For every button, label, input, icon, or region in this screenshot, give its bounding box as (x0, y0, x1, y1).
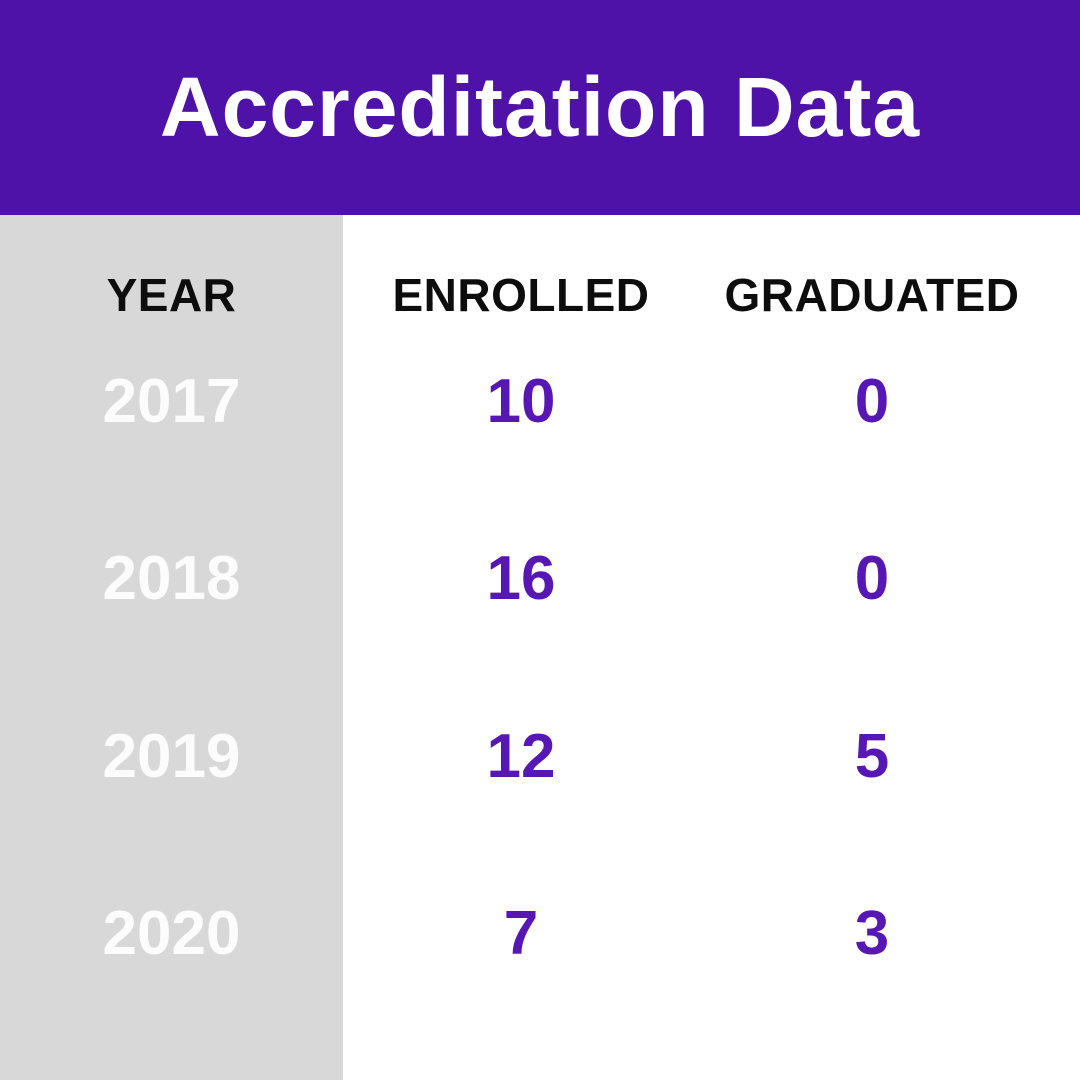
column-header-graduated: GRADUATED (724, 269, 1020, 321)
column-header-year: YEAR (106, 269, 237, 321)
year-cell: 2017 (102, 367, 241, 436)
column-header-enrolled: ENROLLED (392, 269, 650, 321)
enrolled-cell: 7 (503, 899, 539, 968)
enrolled-cell: 16 (486, 544, 556, 613)
page-title: Accreditation Data (159, 60, 921, 154)
graduated-cell: 0 (854, 367, 890, 436)
enrolled-cell: 10 (486, 367, 556, 436)
graduated-cell: 5 (854, 722, 890, 791)
year-cell: 2020 (102, 899, 241, 968)
enrolled-cell: 12 (486, 722, 556, 791)
year-cell: 2019 (102, 722, 241, 791)
year-column-background (0, 215, 343, 1080)
graduated-cell: 3 (854, 899, 890, 968)
graduated-cell: 0 (854, 544, 890, 613)
year-cell: 2018 (102, 544, 241, 613)
title-banner: Accreditation Data (0, 0, 1080, 215)
